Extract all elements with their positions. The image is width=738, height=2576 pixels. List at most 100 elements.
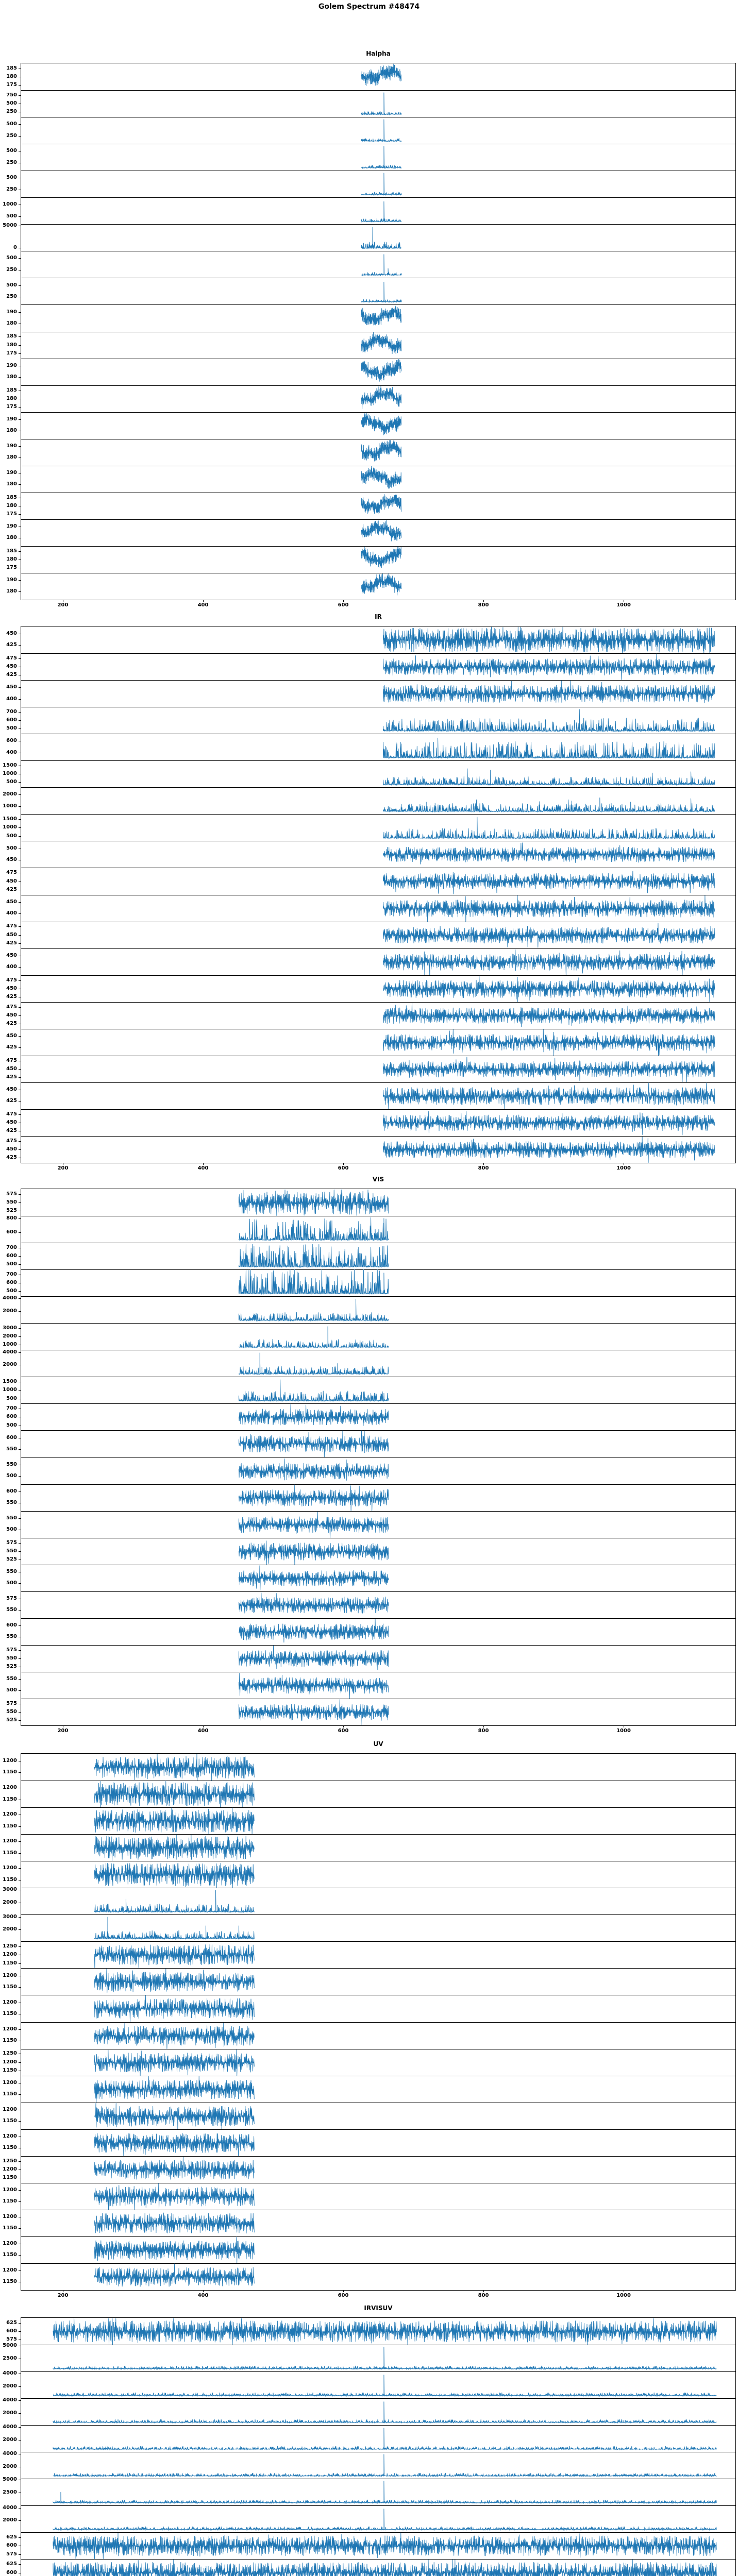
y-tick-label: 550 [6,1568,17,1574]
y-tick-mark [19,2062,21,2063]
spectrum-trace [383,842,715,865]
y-tick-label: 185 [6,65,17,71]
y-tick-label: 550 [6,1634,17,1640]
x-tick-label: 600 [338,602,349,608]
strip-separator [21,197,735,198]
spectrum-trace [53,2401,717,2424]
y-tick-label: 5000 [3,2477,17,2483]
y-tick-mark [19,2386,21,2387]
strip-separator [21,2532,735,2533]
y-tick-label: 250 [6,159,17,165]
y-tick-label: 425 [6,1020,17,1026]
strip-separator [21,1914,735,1916]
y-tick-label: 525 [6,1556,17,1562]
y-tick-mark [19,2331,21,2332]
y-tick-label: 180 [6,481,17,487]
y-tick-mark [19,712,21,713]
spectrum-trace [238,1673,389,1699]
panel-ir: IR 450 425 475 450 425 450 400 700 600 500 600 400 15… [3,613,736,1171]
panel-vis: VIS 575 550 525 800 600 700 600 500 700 600 500 4000… [3,1176,736,1734]
y-tick-label: 550 [6,1461,17,1467]
spectrum-trace [383,798,715,813]
y-tick-label: 575 [6,2551,17,2557]
y-tick-mark [19,980,21,981]
y-tick-label: 450 [6,878,17,884]
spectrum-trace [238,1404,389,1427]
spectrum-trace [361,546,402,568]
y-tick-label: 3000 [3,1887,17,1893]
spectrum-trace [94,2183,255,2210]
y-tick-label: 500 [6,175,17,181]
y-tick-label: 500 [6,833,17,839]
strip-separator [21,1591,735,1592]
y-tick-label: 500 [6,1395,17,1401]
spectrum-trace [383,871,715,895]
y-tick-mark [19,1720,21,1721]
y-tick-label: 575 [6,1700,17,1706]
y-tick-label: 500 [6,845,17,851]
y-tick-label: 525 [6,1717,17,1723]
y-tick-label: 450 [6,1086,17,1092]
spectrum-trace [94,2022,255,2049]
y-tick-mark [19,2507,21,2509]
y-tick-label: 450 [6,684,17,690]
y-tick-mark [19,935,21,936]
x-tick-label: 200 [57,2293,69,2298]
y-tick-label: 450 [6,631,17,637]
y-tick-label: 500 [6,1687,17,1693]
y-tick-label: 425 [6,642,17,648]
y-tick-label: 2000 [3,1308,17,1314]
y-tick-label: 500 [6,1422,17,1428]
spectrum-trace [53,2481,717,2504]
strip-separator [21,948,735,949]
spectrum-trace [361,359,402,382]
y-tick-label: 625 [6,2319,17,2326]
y-tick-mark [19,446,21,447]
y-tick-label: 400 [6,964,17,970]
y-tick-label: 500 [6,213,17,219]
y-tick-label: 475 [6,1138,17,1144]
y-tick-label: 425 [6,1128,17,1134]
strip-separator [21,2398,735,2399]
spectrum-trace [94,2133,255,2156]
y-tick-label: 1150 [3,1984,17,1990]
spectrum-trace [383,738,715,759]
y-tick-label: 600 [6,1414,17,1420]
y-tick-mark [19,943,21,944]
y-tick-label: 500 [6,255,17,261]
y-tick-label: 1150 [3,2174,17,2180]
x-tick-label: 400 [197,2293,209,2298]
spectrum-trace [361,386,402,409]
y-tick-label: 500 [6,725,17,732]
spectrum-trace [94,2263,255,2287]
y-tick-mark [19,2564,21,2565]
y-tick-label: 4000 [3,1349,17,1355]
y-tick-label: 600 [6,2569,17,2575]
y-tick-mark [19,2537,21,2538]
y-tick-mark [19,2161,21,2162]
y-tick-mark [19,1543,21,1544]
y-tick-label: 425 [6,940,17,946]
spectrum-trace [383,895,715,922]
spectrum-trace [361,92,402,116]
y-tick-label: 4000 [3,2397,17,2403]
y-tick-mark [19,1298,21,1299]
spectrum-trace [383,1137,715,1163]
y-tick-mark [19,836,21,837]
y-tick-mark [19,1352,21,1353]
strip-separator [21,680,735,681]
spectrum-trace [238,1458,389,1481]
strip-separator [21,519,735,520]
y-tick-mark [19,1917,21,1918]
y-tick-label: 500 [6,148,17,154]
y-tick-mark [19,1929,21,1930]
y-tick-label: 600 [6,1229,17,1235]
spectrum-trace [238,1299,389,1322]
y-tick-mark [19,1390,21,1391]
spectrum-trace [238,1217,389,1242]
spectrum-trace [94,1917,255,1940]
spectrum-trace [238,1269,389,1295]
y-tick-mark [19,1007,21,1008]
x-tick-label: 600 [338,1728,349,1734]
spectrum-trace [238,1699,389,1726]
